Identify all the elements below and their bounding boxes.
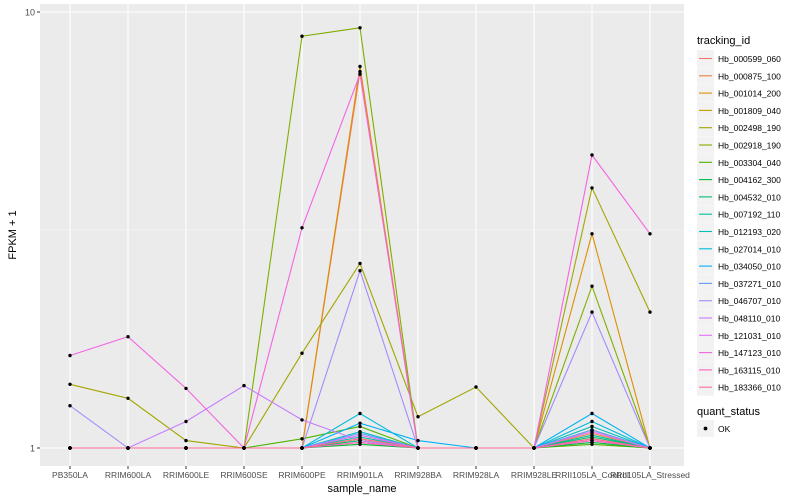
y-axis-title: FPKM + 1 [7,210,19,259]
data-point [648,310,652,314]
legend-label: Hb_163115_010 [718,365,781,375]
x-tick-label: RRII105LA_Control [555,470,629,480]
legend-label: Hb_003304_040 [718,158,781,168]
data-point [300,226,304,230]
data-point [416,438,420,443]
data-point [590,232,594,236]
data-point [184,438,188,443]
data-point [358,261,362,266]
data-point [184,419,188,424]
legend-label: Hb_002498_190 [718,123,781,133]
data-point [300,351,304,355]
x-tick-label: RRIM901LA [337,470,384,480]
data-point [648,232,652,236]
legend-label: Hb_012193_020 [718,227,781,237]
data-point [68,404,72,408]
y-tick-label: 10 [25,8,35,18]
legend-quant-status-title: quant_status [697,406,760,418]
data-point [68,446,72,450]
data-point [242,383,246,388]
data-point [300,437,304,441]
data-point [68,382,72,386]
data-point [474,446,478,450]
data-point [590,430,594,434]
data-point [358,433,362,437]
data-point [126,335,130,339]
data-point [416,415,420,419]
legend-label: Hb_034050_010 [718,262,781,272]
data-point [358,69,362,74]
x-tick-label: RRIM928LE [511,470,558,480]
y-axis: 1 10 [25,8,40,454]
x-axis-title: sample_name [327,483,396,495]
data-point [126,396,130,400]
data-point [532,446,536,450]
x-axis: PB350LA RRIM600LA RRIM600LE RRIM600SE RRIM60… [52,466,690,480]
x-tick-label: RRIM928BA [394,470,442,480]
legend-point-ok [703,426,708,431]
data-point [648,446,652,450]
data-point [358,411,362,416]
x-tick-label: RRIM600LA [105,470,152,480]
legend-tracking-id: tracking_id Hb_000599_060Hb_000875_100Hb… [697,35,781,396]
legend-label: Hb_048110_010 [718,314,781,324]
x-tick-label: RRIM600SE [220,470,268,480]
legend-items: Hb_000599_060 Hb_000875_100 Hb_001014_200 H… [697,50,781,396]
data-point [184,386,188,391]
data-point [590,411,594,416]
legend-label: Hb_001014_200 [718,89,781,99]
series-points [68,26,652,450]
y-tick-label: 1 [30,444,35,454]
legend-label: Hb_001809_040 [718,106,781,116]
x-tick-label: RRII105LA_Stressed [610,470,690,480]
data-point [590,419,594,424]
legend-label: Hb_147123_010 [718,348,781,358]
data-point [358,437,362,441]
legend-label: Hb_004532_010 [718,192,781,202]
data-point [590,284,594,288]
legend-label: Hb_183366_010 [718,383,781,393]
data-point [590,186,594,190]
data-point [358,72,362,76]
data-point [300,446,304,450]
data-point [358,440,362,445]
legend-title: tracking_id [697,35,750,47]
legend-label: Hb_000875_100 [718,71,781,81]
data-point [590,437,594,441]
data-point [358,64,362,69]
legend-quant-status: quant_status OK [697,406,760,437]
legend-label: Hb_002918_190 [718,141,781,151]
data-point [590,153,594,157]
legend-label-ok: OK [718,424,731,434]
plot-panel [40,4,684,466]
legend-label: Hb_004162_300 [718,175,781,185]
data-point [358,269,362,273]
x-tick-label: PB350LA [52,470,88,480]
data-point [474,385,478,389]
data-point [590,424,594,429]
data-point [358,421,362,425]
legend-label: Hb_121031_010 [718,331,781,341]
x-tick-label: RRIM600PE [278,470,326,480]
data-point [358,26,362,30]
data-point [300,418,304,422]
legend-label: Hb_046707_010 [718,296,781,306]
legend-label: Hb_037271_010 [718,279,781,289]
data-point [590,310,594,314]
data-point [184,446,188,450]
data-point [416,446,420,450]
x-tick-label: RRIM928LA [453,470,500,480]
data-point [358,424,362,429]
data-point [242,446,246,450]
legend-label: Hb_000599_060 [718,54,781,64]
legend-label: Hb_027014_010 [718,244,781,254]
legend-label: Hb_007192_110 [718,210,781,220]
data-point [126,446,130,450]
data-point [300,34,304,38]
x-tick-label: RRIM600LE [163,470,210,480]
data-point [590,433,594,437]
data-point [68,353,72,358]
